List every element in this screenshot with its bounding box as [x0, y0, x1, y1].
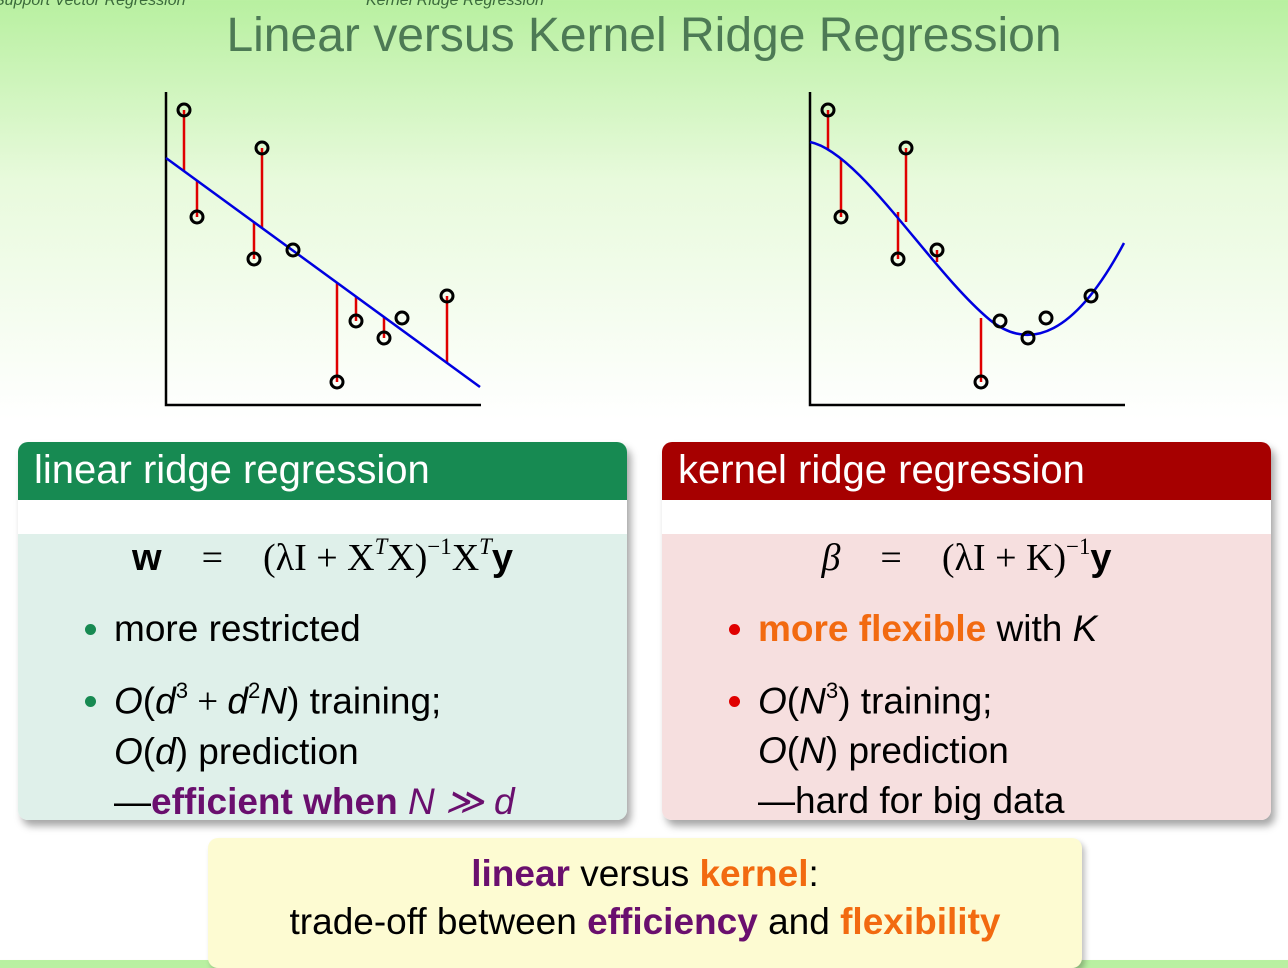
text-segment: O: [758, 730, 787, 772]
bullet: O(d3 + d2N) training;O(d) prediction—eff…: [114, 666, 627, 820]
text-segment: =: [201, 536, 224, 579]
text-segment: :: [808, 853, 819, 894]
text-segment: X: [451, 536, 480, 579]
text-segment: O: [758, 680, 787, 722]
bullet-line: —efficient when N ≫ d: [114, 777, 627, 820]
text-segment: (: [142, 680, 156, 722]
fit-line: [165, 156, 481, 389]
text-segment: O: [114, 731, 143, 773]
text-segment: X): [387, 536, 428, 579]
text-segment: −1: [427, 534, 452, 559]
kernel-plot: [808, 92, 1126, 407]
text-segment: and: [757, 901, 841, 942]
bullet-line: more restricted: [114, 604, 627, 654]
fit-curve: [809, 140, 1126, 336]
bullet-line: more flexible with K: [758, 604, 1271, 654]
formula: β = (λI + K)−1y: [662, 534, 1271, 580]
slide-title: Linear versus Kernel Ridge Regression: [226, 9, 1062, 62]
nav-item[interactable]: Support Vector Regression: [0, 0, 186, 9]
residuals: [182, 110, 449, 382]
text-segment: T: [374, 534, 388, 559]
bullet: more restricted: [114, 604, 627, 654]
bullet-line: O(d) prediction: [114, 727, 627, 777]
text-segment: more flexible: [758, 607, 987, 649]
formula: w = (λI + XTX)−1XTy: [18, 534, 627, 580]
bullet: more flexible with K: [758, 604, 1271, 654]
summary-box: linear versus kernel: trade-off between e…: [208, 838, 1082, 968]
points: [176, 102, 455, 390]
text-segment: T: [479, 534, 492, 559]
panel: linear ridge regression w = (λI + XTX)−1XTy…: [18, 442, 627, 820]
panel-body: w=(λI + XTX)−1XTymore restrictedO(d3 + d…: [18, 534, 627, 820]
text-segment: (: [142, 731, 156, 773]
nav-item[interactable]: Kernel Ridge Regression: [366, 0, 544, 9]
panel-heading: linear ridge regression: [18, 442, 627, 500]
linear-plot: [164, 92, 481, 407]
text-segment: O: [114, 680, 143, 722]
text-segment: 3: [825, 677, 839, 703]
text-segment: trade-off between: [289, 901, 588, 942]
text-segment: −1: [1066, 534, 1091, 559]
text-segment: —: [114, 781, 151, 820]
text-segment: efficiency: [587, 901, 758, 942]
text-segment: N: [799, 680, 826, 722]
residuals: [826, 110, 983, 382]
text-segment: d: [227, 680, 248, 722]
text-segment: efficient when: [151, 781, 408, 820]
bullet-line: —hard for big data: [758, 776, 1271, 820]
text-segment: N: [799, 730, 826, 772]
summary-line: trade-off between efficiency and flexibi…: [208, 898, 1082, 946]
axes: [164, 92, 481, 407]
illustrations: [164, 92, 1126, 407]
text-segment: kernel: [699, 853, 809, 894]
text-segment: y: [491, 536, 513, 579]
text-segment: (: [786, 730, 800, 772]
panel-heading: kernel ridge regression: [662, 442, 1271, 500]
text-segment: 3: [175, 677, 189, 703]
points: [820, 102, 1099, 390]
text-segment: d: [155, 680, 176, 722]
text-segment: 2: [247, 677, 261, 703]
text-segment: flexibility: [840, 901, 1001, 942]
bullet-line: O(N) prediction: [758, 726, 1271, 776]
panel-body: β=(λI + K)−1ymore flexible with KO(N3) t…: [662, 534, 1271, 820]
text-segment: versus: [569, 853, 700, 894]
text-segment: +: [188, 681, 228, 723]
text-segment: —hard for big data: [758, 780, 1065, 820]
text-segment: (: [786, 680, 800, 722]
bullet: O(N3) training;O(N) prediction—hard for …: [758, 666, 1271, 820]
bullet-list: more flexible with KO(N3) training;O(N) …: [662, 604, 1271, 820]
text-segment: d: [155, 731, 176, 773]
text-segment: more restricted: [114, 607, 361, 649]
axes: [808, 92, 1125, 407]
text-segment: =: [880, 536, 902, 579]
text-segment: y: [1090, 536, 1112, 579]
panel: kernel ridge regression β = (λI + K)−1y more…: [662, 442, 1271, 820]
text-segment: ) training;: [287, 680, 442, 722]
text-segment: N: [260, 680, 288, 722]
text-segment: ) prediction: [175, 731, 359, 773]
text-segment: (λI + X: [263, 536, 375, 579]
text-segment: ) prediction: [825, 730, 1009, 772]
text-segment: w: [132, 536, 162, 579]
bullet-list: more restrictedO(d3 + d2N) training;O(d)…: [18, 604, 627, 820]
text-segment: K: [1072, 607, 1098, 649]
text-segment: N ≫ d: [407, 781, 515, 820]
text-segment: β: [821, 536, 841, 579]
text-segment: (λI + K): [941, 536, 1067, 579]
text-segment: linear: [471, 853, 570, 894]
bullet-line: O(d3 + d2N) training;: [114, 666, 627, 728]
text-segment: ) training;: [838, 680, 993, 722]
summary-line: linear versus kernel:: [208, 850, 1082, 898]
bullet-line: O(N3) training;: [758, 666, 1271, 727]
text-segment: with: [986, 607, 1073, 649]
